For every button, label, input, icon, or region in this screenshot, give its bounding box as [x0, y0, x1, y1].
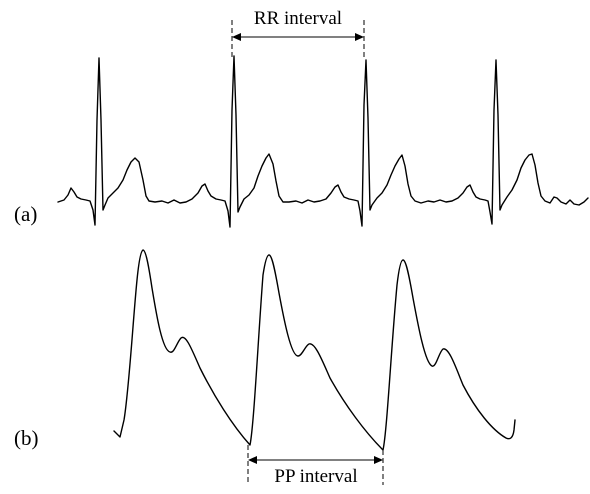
ecg-trace: [58, 56, 588, 227]
rr-interval-annotation: RR interval: [232, 8, 364, 58]
rr-arrow-right-head: [355, 33, 364, 41]
rr-arrow-left-head: [232, 33, 241, 41]
pp-arrow-left-head: [248, 456, 257, 464]
pp-arrow-right-head: [374, 456, 383, 464]
pp-interval-annotation: PP interval: [248, 445, 383, 487]
panel-a-label: (a): [14, 202, 37, 226]
ppg-trace: [114, 250, 515, 450]
rr-interval-label: RR interval: [254, 8, 342, 29]
panel-b-label: (b): [14, 426, 39, 450]
pp-interval-label: PP interval: [274, 466, 357, 487]
